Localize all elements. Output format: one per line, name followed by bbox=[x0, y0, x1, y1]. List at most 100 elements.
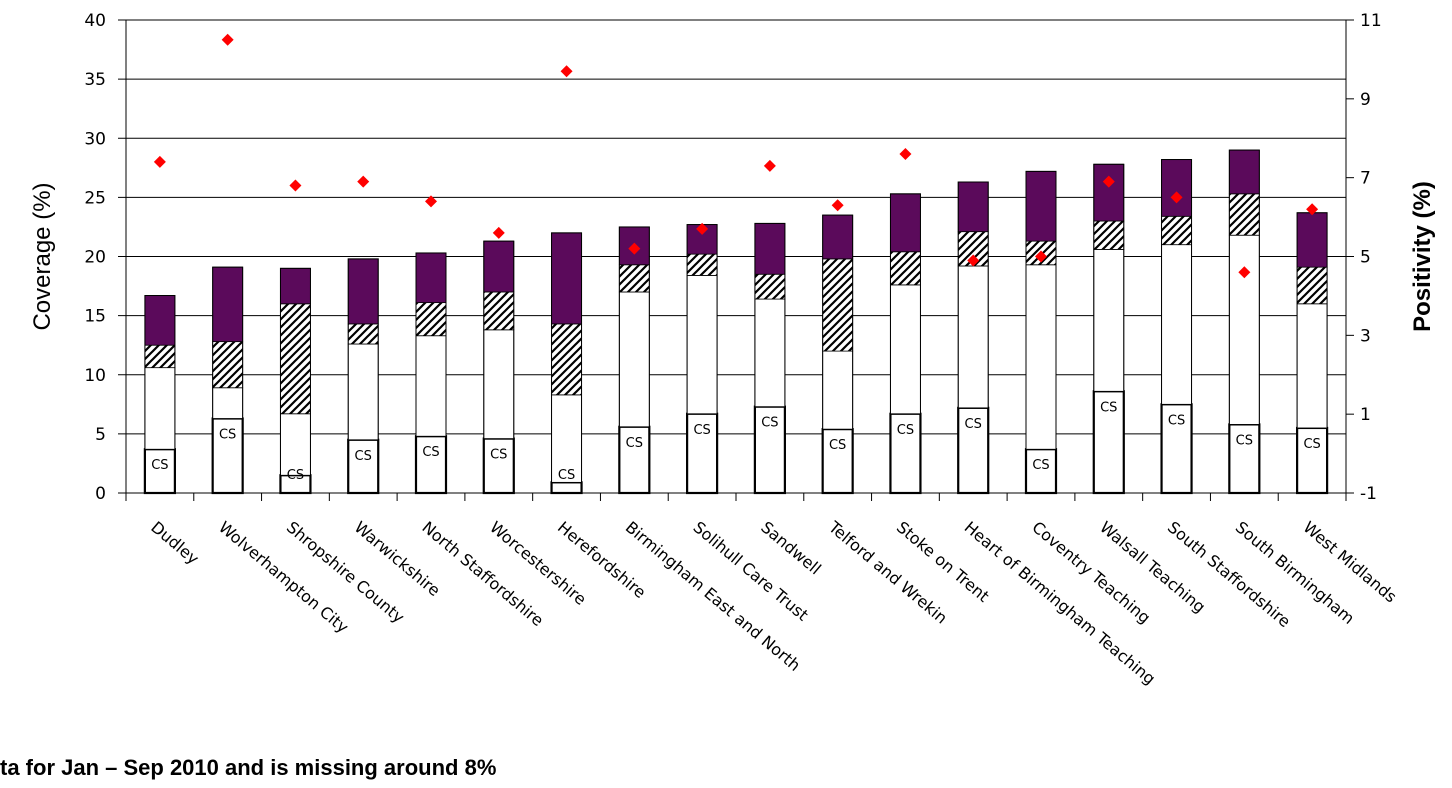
y-tick-label: 15 bbox=[84, 307, 106, 327]
bar-segment bbox=[1296, 212, 1328, 268]
bar-segment bbox=[144, 367, 176, 450]
x-tick-label: Wolverhampton City bbox=[215, 518, 352, 637]
bar-segment bbox=[1228, 234, 1260, 425]
bar-segment bbox=[890, 193, 921, 253]
positivity-marker bbox=[628, 242, 641, 255]
bar-segment bbox=[686, 253, 718, 276]
positivity-marker bbox=[1238, 266, 1251, 279]
cs-label: CS bbox=[1168, 413, 1185, 428]
positivity-marker bbox=[831, 199, 844, 212]
bar-segment bbox=[1025, 264, 1057, 450]
positivity-marker bbox=[560, 65, 573, 78]
x-tick-label: Telford and Wrekin bbox=[824, 517, 951, 628]
y2-tick-label: 5 bbox=[1360, 248, 1371, 268]
positivity-marker bbox=[1035, 250, 1047, 263]
positivity-marker bbox=[221, 33, 234, 46]
bar-segment bbox=[483, 240, 515, 293]
cs-label: CS bbox=[151, 458, 168, 473]
y2-axis-title: Positivity (%) bbox=[1409, 181, 1436, 332]
positivity-marker bbox=[492, 226, 505, 239]
positivity-marker bbox=[1170, 191, 1183, 204]
bar-segment bbox=[822, 258, 854, 352]
bar-segment bbox=[957, 265, 989, 409]
bar-segment bbox=[822, 214, 854, 260]
bar-segment bbox=[347, 438, 380, 495]
bar-segment bbox=[1161, 159, 1192, 217]
bar-segment bbox=[1025, 170, 1057, 242]
x-tick-label: North Staffordshire bbox=[418, 518, 547, 630]
bar-segment bbox=[1296, 266, 1328, 305]
y2-tick-label: 7 bbox=[1360, 169, 1371, 189]
positivity-marker bbox=[696, 222, 709, 235]
positivity-marker bbox=[1102, 175, 1115, 188]
positivity-marker bbox=[763, 159, 776, 172]
bar-segment bbox=[1228, 149, 1260, 195]
x-tick-label: Coventry Teaching bbox=[1028, 518, 1154, 628]
bar-segment bbox=[483, 291, 515, 331]
positivity-marker bbox=[899, 148, 912, 161]
y2-tick-label: 9 bbox=[1360, 90, 1371, 110]
cs-label: CS bbox=[965, 417, 982, 432]
y-tick-label: 20 bbox=[84, 248, 106, 268]
y2-tick-label: -1 bbox=[1360, 484, 1377, 504]
bar-segment bbox=[144, 344, 176, 369]
bars: CS CS CS CS CS CS CS CS CS CS CS CS CS CS CS CS CS CS bbox=[143, 149, 1329, 495]
x-tick-label: South Birmingham bbox=[1232, 518, 1358, 628]
bar-segment bbox=[483, 329, 515, 440]
cs-label: CS bbox=[897, 423, 914, 438]
bar-segment bbox=[551, 323, 582, 396]
bar-segment bbox=[890, 251, 921, 286]
bar-segment bbox=[347, 323, 379, 345]
axes bbox=[118, 19, 1354, 501]
y2-tick-label: 1 bbox=[1360, 405, 1371, 425]
y-axis-title: Coverage (%) bbox=[29, 182, 56, 330]
positivity-marker bbox=[357, 175, 370, 188]
positivity-marker bbox=[967, 254, 980, 267]
cs-label: CS bbox=[558, 468, 575, 483]
x-tick-label: Solihull Care Trust bbox=[690, 518, 813, 625]
bar-segment bbox=[618, 264, 650, 293]
cs-label: CS bbox=[422, 445, 439, 460]
cs-label: CS bbox=[626, 436, 643, 451]
bar-segment bbox=[212, 387, 244, 419]
cs-label: CS bbox=[761, 416, 778, 431]
cs-label: CS bbox=[287, 468, 304, 483]
y-tick-label: 0 bbox=[95, 484, 106, 504]
x-tick-label: South Staffordshire bbox=[1164, 518, 1294, 632]
footnote: ta for Jan – Sep 2010 and is missing aro… bbox=[0, 755, 497, 780]
bar-segment bbox=[754, 222, 786, 275]
bar-segment bbox=[1093, 220, 1125, 250]
y-tick-label: 25 bbox=[84, 188, 106, 208]
bar-segment bbox=[347, 343, 379, 441]
x-tick-label: Dudley bbox=[147, 518, 202, 569]
cs-label: CS bbox=[1236, 433, 1253, 448]
bar-segment bbox=[822, 350, 854, 430]
bar-segment bbox=[347, 258, 379, 325]
bar-segment bbox=[686, 275, 718, 415]
bar-segment bbox=[550, 481, 583, 495]
positivity-markers bbox=[153, 33, 1319, 279]
bar-segment bbox=[1228, 193, 1260, 236]
cs-label: CS bbox=[219, 428, 236, 443]
bar-segment bbox=[212, 266, 244, 343]
cs-label: CS bbox=[1303, 437, 1320, 452]
bar-segment bbox=[957, 181, 989, 233]
bar-segment bbox=[280, 413, 311, 476]
bar-segment bbox=[551, 232, 582, 325]
bar-segment bbox=[1093, 249, 1125, 392]
bar-segment bbox=[280, 267, 311, 305]
y-tick-label: 10 bbox=[84, 366, 106, 386]
positivity-marker bbox=[153, 155, 166, 168]
positivity-marker bbox=[425, 195, 437, 208]
cs-label: CS bbox=[1100, 400, 1117, 415]
bar-segment bbox=[1296, 303, 1328, 429]
bar-segment bbox=[212, 341, 244, 389]
positivity-marker bbox=[289, 179, 302, 192]
y-tick-label: 30 bbox=[84, 129, 106, 149]
cs-label: CS bbox=[693, 423, 710, 438]
bar-segment bbox=[551, 394, 582, 483]
gridlines bbox=[126, 19, 1346, 435]
cs-label: CS bbox=[355, 449, 372, 464]
x-tick-label: Sandwell bbox=[757, 518, 824, 579]
